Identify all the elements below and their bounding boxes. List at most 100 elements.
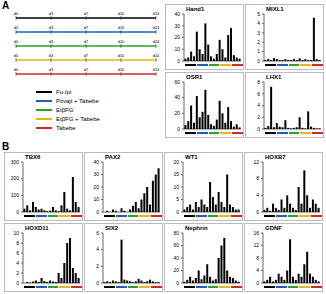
svg-text:20: 20 (174, 34, 180, 40)
html-text:B: B (2, 141, 10, 152)
svg-text:10: 10 (93, 196, 99, 202)
svg-text:12: 12 (253, 242, 259, 248)
svg-text:d7: d7 (84, 25, 89, 30)
svg-text:d3: d3 (49, 25, 54, 30)
svg-text:EtβFG + Tabebe: EtβFG + Tabebe (56, 116, 101, 122)
svg-text:0: 0 (96, 209, 99, 214)
svg-text:d0: d0 (14, 53, 19, 58)
svg-text:EtβFG: EtβFG (56, 107, 74, 113)
svg-text:2: 2 (257, 114, 260, 120)
svg-text:d14: d14 (153, 39, 160, 44)
svg-text:6: 6 (96, 230, 99, 236)
svg-text:3: 3 (257, 30, 260, 36)
svg-text:60: 60 (174, 79, 180, 85)
html-text:MIXL1: MIXL1 (266, 6, 284, 12)
svg-text:2: 2 (16, 270, 19, 276)
svg-text:12: 12 (253, 159, 259, 165)
svg-text:10: 10 (13, 230, 19, 236)
svg-text:0: 0 (16, 280, 19, 285)
svg-text:0: 0 (177, 58, 180, 63)
svg-text:d10: d10 (118, 11, 125, 16)
svg-text:6: 6 (257, 91, 260, 97)
html-text:LHX1: LHX1 (266, 74, 282, 80)
svg-text:0: 0 (96, 280, 99, 285)
svg-text:4: 4 (256, 192, 259, 198)
svg-text:d3: d3 (49, 67, 54, 72)
svg-text:20: 20 (174, 110, 180, 116)
svg-text:d7: d7 (84, 11, 89, 16)
svg-text:d0: d0 (14, 25, 19, 30)
svg-text:0: 0 (16, 209, 19, 214)
html-text:TBX6: TBX6 (25, 154, 41, 160)
html-text:WT1: WT1 (185, 154, 198, 160)
svg-text:d0: d0 (14, 39, 19, 44)
svg-text:d7: d7 (84, 67, 89, 72)
svg-text:20: 20 (173, 267, 179, 273)
svg-text:d7: d7 (84, 53, 89, 58)
html-text:HOXD11: HOXD11 (25, 225, 49, 231)
svg-text:4: 4 (257, 20, 260, 26)
svg-text:0: 0 (176, 209, 179, 214)
svg-text:15: 15 (173, 171, 179, 177)
svg-text:80: 80 (173, 230, 179, 236)
svg-text:1: 1 (257, 48, 260, 54)
svg-text:6: 6 (16, 250, 19, 256)
svg-text:5: 5 (257, 11, 260, 17)
svg-text:0: 0 (177, 126, 180, 131)
svg-text:0: 0 (257, 58, 260, 63)
svg-text:300: 300 (11, 159, 20, 165)
svg-text:30: 30 (174, 23, 180, 29)
svg-text:5: 5 (176, 196, 179, 202)
svg-text:100: 100 (11, 192, 20, 198)
svg-text:0: 0 (257, 126, 260, 131)
html-text:Hand1: Hand1 (186, 6, 205, 12)
svg-text:200: 200 (11, 175, 20, 181)
svg-text:Fu-Ipi: Fu-Ipi (56, 89, 71, 95)
svg-text:d0: d0 (14, 11, 19, 16)
svg-text:8: 8 (256, 255, 259, 261)
svg-text:20: 20 (93, 184, 99, 190)
svg-text:0: 0 (256, 209, 259, 214)
svg-text:d10: d10 (118, 25, 125, 30)
svg-text:40: 40 (93, 159, 99, 165)
svg-text:40: 40 (173, 255, 179, 261)
svg-text:8: 8 (257, 79, 260, 85)
svg-text:Tabebe: Tabebe (56, 125, 76, 131)
svg-text:8: 8 (16, 240, 19, 246)
svg-text:d10: d10 (118, 67, 125, 72)
svg-text:30: 30 (93, 171, 99, 177)
html-text:SIX2: SIX2 (105, 225, 118, 231)
svg-text:4: 4 (256, 267, 259, 273)
svg-text:10: 10 (173, 184, 179, 190)
svg-text:20: 20 (173, 159, 179, 165)
svg-text:d10: d10 (118, 39, 125, 44)
svg-text:4: 4 (257, 102, 260, 108)
svg-text:0: 0 (176, 280, 179, 285)
svg-text:d14: d14 (153, 53, 160, 58)
svg-text:d14: d14 (153, 11, 160, 16)
svg-text:2: 2 (257, 39, 260, 45)
html-text:A: A (2, 0, 10, 11)
svg-text:40: 40 (174, 94, 180, 100)
svg-text:d10: d10 (118, 53, 125, 58)
svg-text:d3: d3 (49, 53, 54, 58)
svg-text:d3: d3 (49, 11, 54, 16)
svg-text:2: 2 (96, 263, 99, 269)
svg-text:4: 4 (16, 260, 19, 266)
svg-text:60: 60 (173, 242, 179, 248)
svg-text:0: 0 (256, 280, 259, 285)
svg-text:8: 8 (256, 175, 259, 181)
svg-text:Pcvajt + Tabebe: Pcvajt + Tabebe (56, 98, 99, 104)
svg-text:4: 4 (96, 246, 99, 252)
svg-text:d14: d14 (153, 25, 160, 30)
svg-text:d0: d0 (14, 67, 19, 72)
svg-text:d14: d14 (153, 67, 160, 72)
html-text:PAX2: PAX2 (105, 154, 121, 160)
svg-text:16: 16 (253, 230, 259, 236)
svg-text:d7: d7 (84, 39, 89, 44)
svg-text:d3: d3 (49, 39, 54, 44)
html-text:OSR1: OSR1 (186, 74, 203, 80)
svg-text:40: 40 (174, 11, 180, 17)
svg-text:10: 10 (174, 46, 180, 52)
html-text:HOXB7: HOXB7 (265, 154, 286, 160)
